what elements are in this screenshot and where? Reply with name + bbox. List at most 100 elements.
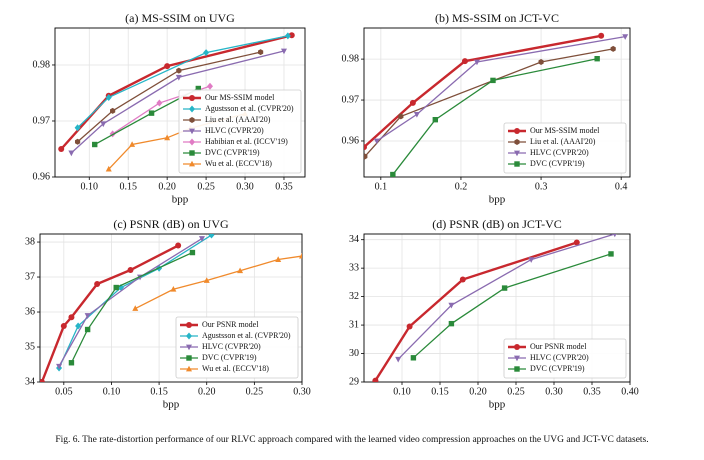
series-group: [372, 234, 617, 382]
legend-label: HLVC (CVPR'20): [202, 342, 261, 351]
y-tick-label: 0.97: [33, 115, 51, 126]
marker: [68, 150, 75, 157]
plot-frame: [39, 233, 303, 383]
x-tick-label: 0.3: [535, 181, 548, 192]
legend-label: DVC (CVPR'19): [530, 159, 585, 168]
series-group: [364, 32, 629, 177]
y-tick-label: 30: [349, 348, 359, 359]
x-tick-label: 0.10: [393, 386, 411, 397]
y-tick-label: 38: [25, 236, 35, 247]
series-line: [134, 255, 302, 310]
marker: [608, 251, 614, 257]
x-tick-label: 0.30: [293, 386, 311, 397]
x-tick-label: 0.05: [55, 386, 73, 397]
legend-label: HLVC (CVPR'20): [530, 148, 589, 157]
legend-label: Our MS-SSIM model: [530, 126, 600, 135]
marker: [175, 242, 182, 249]
legend-marker: [514, 355, 520, 362]
marker: [58, 145, 65, 152]
marker: [113, 284, 119, 291]
marker: [410, 355, 417, 361]
y-tick-label: 32: [349, 291, 359, 302]
marker: [299, 252, 302, 259]
x-tick-label: 0.25: [507, 386, 525, 397]
chart-title: (d) PSNR (dB) on JCT-VC: [432, 217, 562, 231]
y-tick-label: 34: [349, 234, 359, 245]
series-line: [40, 244, 179, 382]
marker: [390, 171, 396, 177]
x-tick-label: 0.35: [583, 386, 601, 397]
legend-label: Liu et al. (AAAI'20): [205, 115, 271, 124]
marker: [406, 323, 413, 330]
marker: [622, 34, 629, 40]
marker: [164, 134, 171, 141]
marker: [206, 82, 213, 90]
marker: [60, 323, 67, 330]
y-tick-label: 0.98: [33, 59, 51, 70]
y-tick-label: 31: [349, 319, 359, 330]
legend-label: Wu et al. (ECCV'18): [202, 364, 269, 373]
marker: [284, 32, 291, 40]
marker: [84, 326, 91, 333]
y-tick-label: 0.97: [342, 94, 360, 105]
legend-label: DVC (CVPR'19): [530, 364, 585, 373]
legend-marker: [186, 344, 192, 351]
legend: Our MS-SSIM model Liu et al. (AAAI'20) HLV…: [503, 122, 627, 174]
chart-title: (a) MS-SSIM on UVG: [125, 11, 235, 25]
marker: [528, 257, 535, 263]
plot-frame: [363, 27, 631, 178]
marker: [490, 77, 496, 84]
legend-label: Wu et al. (ECCV'18): [205, 159, 272, 168]
marker: [56, 363, 63, 370]
marker: [364, 144, 367, 151]
y-tick-label: 37: [25, 271, 35, 282]
legend-label: Our PSNR model: [530, 342, 587, 351]
x-tick-label: 0.4: [615, 181, 628, 192]
legend-box: [178, 89, 302, 174]
marker: [613, 234, 617, 238]
marker: [373, 138, 380, 145]
marker: [170, 285, 177, 292]
marker: [395, 356, 402, 363]
y-tick-label: 0.96: [342, 135, 360, 146]
marker: [398, 113, 404, 120]
legend-label: Agustsson et al. (CVPR'20): [205, 104, 294, 113]
marker: [413, 111, 420, 118]
y-tick-label: 33: [349, 262, 359, 273]
x-tick-label: 0.25: [197, 181, 215, 192]
x-tick-label: 0.20: [158, 181, 176, 192]
x-tick-label: 0.35: [275, 181, 293, 192]
legend-marker: [514, 150, 520, 157]
marker: [461, 58, 468, 65]
marker: [409, 99, 416, 106]
marker: [127, 267, 134, 274]
legend-marker: [189, 138, 195, 146]
legend-marker: [189, 95, 195, 101]
marker: [432, 116, 439, 123]
legend-marker: [186, 332, 192, 340]
marker: [40, 379, 45, 382]
x-tick-label: 0.15: [150, 386, 168, 397]
legend-marker: [514, 161, 520, 167]
marker: [68, 314, 75, 321]
marker: [105, 165, 112, 172]
x-axis-label: bpp: [489, 194, 506, 206]
marker: [68, 360, 75, 366]
marker: [156, 99, 163, 107]
marker: [598, 32, 605, 39]
legend-marker: [514, 344, 520, 350]
marker: [275, 256, 282, 262]
caption: Fig. 6. The rate-distortion performance …: [55, 434, 648, 445]
x-tick-label: 0.20: [198, 386, 216, 397]
series-line: [60, 34, 293, 150]
marker: [610, 45, 616, 52]
x-tick-label: 0.10: [81, 181, 99, 192]
legend: Our MS-SSIM model Agustsson et al. (CVPR'…: [178, 89, 302, 174]
marker: [189, 249, 196, 256]
marker: [237, 267, 244, 274]
legend-marker: [514, 139, 520, 145]
legend-marker: [514, 366, 520, 372]
marker: [195, 85, 202, 92]
